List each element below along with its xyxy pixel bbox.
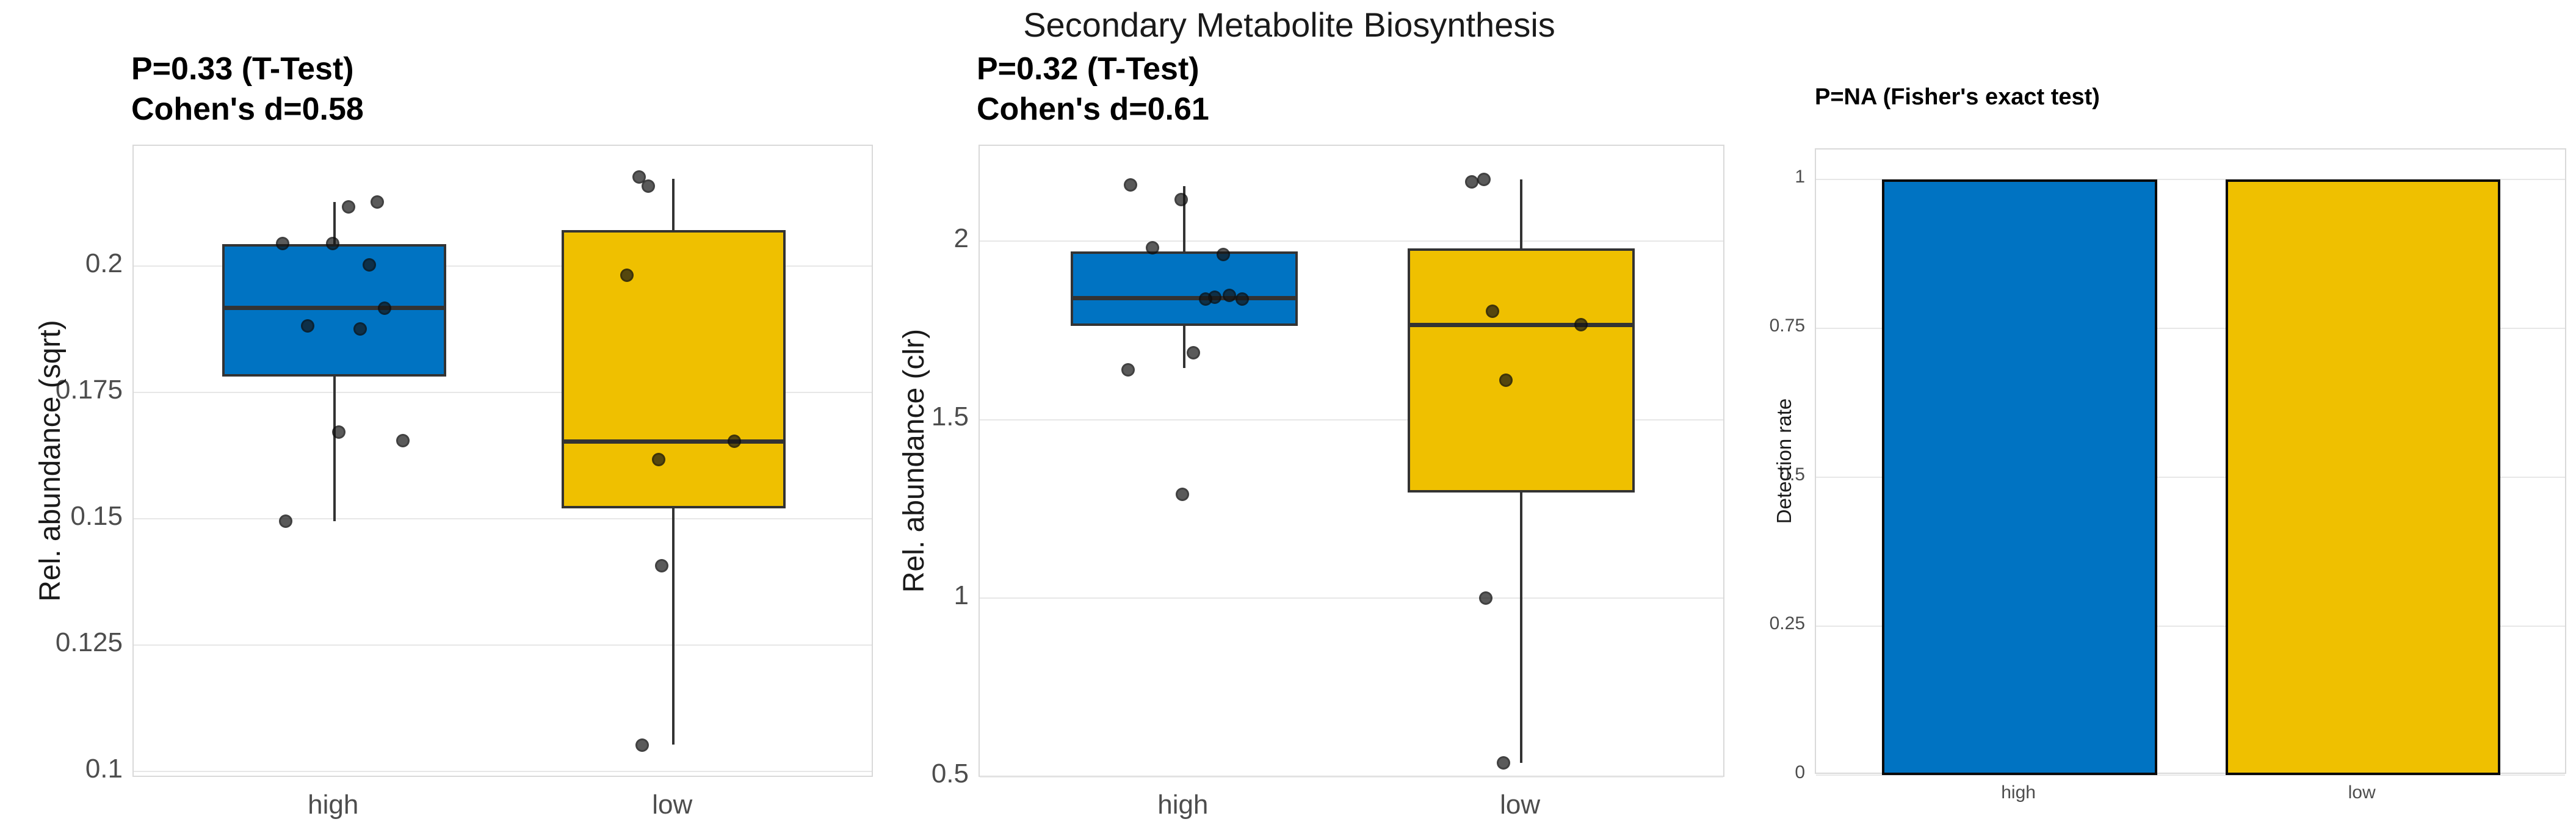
jitter-point	[655, 559, 669, 573]
jitter-point	[1186, 346, 1200, 360]
x-tick-label-low: low	[652, 790, 693, 820]
bar-low	[2225, 179, 2501, 775]
jitter-point	[377, 301, 391, 315]
y-gridline	[134, 518, 872, 520]
jitter-point	[1198, 292, 1212, 306]
panel-subtitle-line1: P=0.33 (T-Test)	[131, 51, 354, 87]
jitter-point	[278, 514, 292, 529]
y-tick-label: 0.5	[931, 759, 969, 789]
box-low	[1408, 248, 1635, 493]
y-tick-label: 1.5	[931, 402, 969, 432]
y-gridline	[134, 392, 872, 394]
x-tick-label-high: high	[1157, 790, 1209, 820]
y-gridline	[1816, 178, 2565, 180]
y-tick-label: 0.75	[1769, 316, 1805, 336]
jitter-point	[1574, 318, 1588, 332]
plot-area-detection-rate	[1815, 148, 2566, 776]
panel-subtitle-line2: Cohen's d=0.61	[977, 92, 1209, 128]
jitter-point	[1145, 241, 1159, 255]
y-tick-label: 0.2	[85, 248, 123, 278]
jitter-point	[1235, 292, 1249, 306]
jitter-point	[635, 738, 649, 752]
jitter-point	[1175, 487, 1189, 501]
panel-subtitle-line2: Cohen's d=0.58	[131, 92, 364, 128]
y-gridline	[1816, 327, 2565, 329]
jitter-point	[728, 435, 742, 449]
plot-area-rel-abundance-sqrt	[132, 145, 873, 777]
jitter-point	[1174, 193, 1188, 207]
jitter-point	[1499, 374, 1513, 388]
y-tick-label: 1	[1795, 167, 1805, 187]
box-high	[1071, 251, 1298, 327]
jitter-point	[1216, 248, 1230, 262]
box-low	[561, 230, 786, 508]
y-axis-title-rel-abundance-sqrt: Rel. abundance (sqrt)	[34, 320, 67, 602]
jitter-point	[275, 236, 289, 250]
y-tick-label: 0.15	[70, 500, 123, 531]
y-gridline	[134, 265, 872, 267]
y-gridline	[1816, 774, 2565, 776]
jitter-point	[620, 269, 634, 282]
y-tick-label: 2	[953, 223, 969, 253]
median-line-low	[561, 439, 786, 444]
jitter-point	[1486, 305, 1500, 319]
jitter-point	[331, 425, 346, 439]
jitter-point	[1123, 178, 1137, 192]
plot-area-rel-abundance-clr	[979, 145, 1724, 778]
median-line-low	[1408, 322, 1635, 327]
panel-subtitle-rel-abundance-clr: P=0.32 (T-Test) Cohen's d=0.61	[977, 49, 1209, 129]
jitter-point	[642, 179, 656, 193]
y-tick-label: 0.125	[55, 627, 123, 657]
jitter-point	[1222, 289, 1236, 303]
y-tick-label: 0.5	[1779, 464, 1805, 485]
x-tick-label-low: low	[2348, 782, 2376, 803]
median-line-high	[1071, 295, 1298, 300]
box-high	[222, 244, 447, 377]
y-gridline	[1816, 476, 2565, 478]
x-tick-label-high: high	[308, 790, 359, 820]
y-gridline	[134, 644, 872, 646]
y-tick-label: 1	[953, 580, 969, 610]
y-gridline	[980, 240, 1723, 242]
x-tick-label-high: high	[2001, 782, 2036, 803]
y-gridline	[980, 776, 1723, 778]
jitter-point	[341, 200, 355, 214]
y-axis-title-rel-abundance-clr: Rel. abundance (clr)	[897, 328, 930, 593]
jitter-point	[325, 236, 339, 250]
y-tick-label: 0.25	[1769, 613, 1805, 634]
jitter-point	[396, 433, 410, 447]
jitter-point	[353, 322, 367, 336]
y-tick-label: 0.175	[55, 374, 123, 405]
x-tick-label-low: low	[1500, 790, 1541, 820]
jitter-point	[652, 453, 666, 467]
y-axis-title-detection-rate: Detection rate	[1772, 398, 1795, 524]
y-gridline	[980, 419, 1723, 420]
median-line-high	[222, 306, 447, 311]
jitter-point	[362, 258, 376, 272]
jitter-point	[1497, 756, 1511, 770]
y-tick-label: 0	[1795, 762, 1805, 783]
bar-high	[1882, 179, 2157, 775]
panel-title-detection-rate: P=NA (Fisher's exact test)	[1815, 84, 2100, 110]
y-gridline	[980, 597, 1723, 599]
jitter-point	[1465, 175, 1479, 189]
jitter-point	[1121, 363, 1135, 377]
panel-subtitle-line1: P=0.32 (T-Test)	[977, 51, 1199, 87]
jitter-point	[1479, 591, 1493, 605]
figure-main-title: Secondary Metabolite Biosynthesis	[1023, 5, 1555, 44]
jitter-point	[1477, 172, 1491, 186]
jitter-point	[300, 319, 314, 333]
panel-subtitle-rel-abundance-sqrt: P=0.33 (T-Test) Cohen's d=0.58	[131, 49, 364, 129]
jitter-point	[370, 195, 384, 209]
y-gridline	[1816, 625, 2565, 627]
y-gridline	[134, 771, 872, 773]
y-tick-label: 0.1	[85, 753, 123, 784]
jitter-point	[632, 170, 646, 184]
